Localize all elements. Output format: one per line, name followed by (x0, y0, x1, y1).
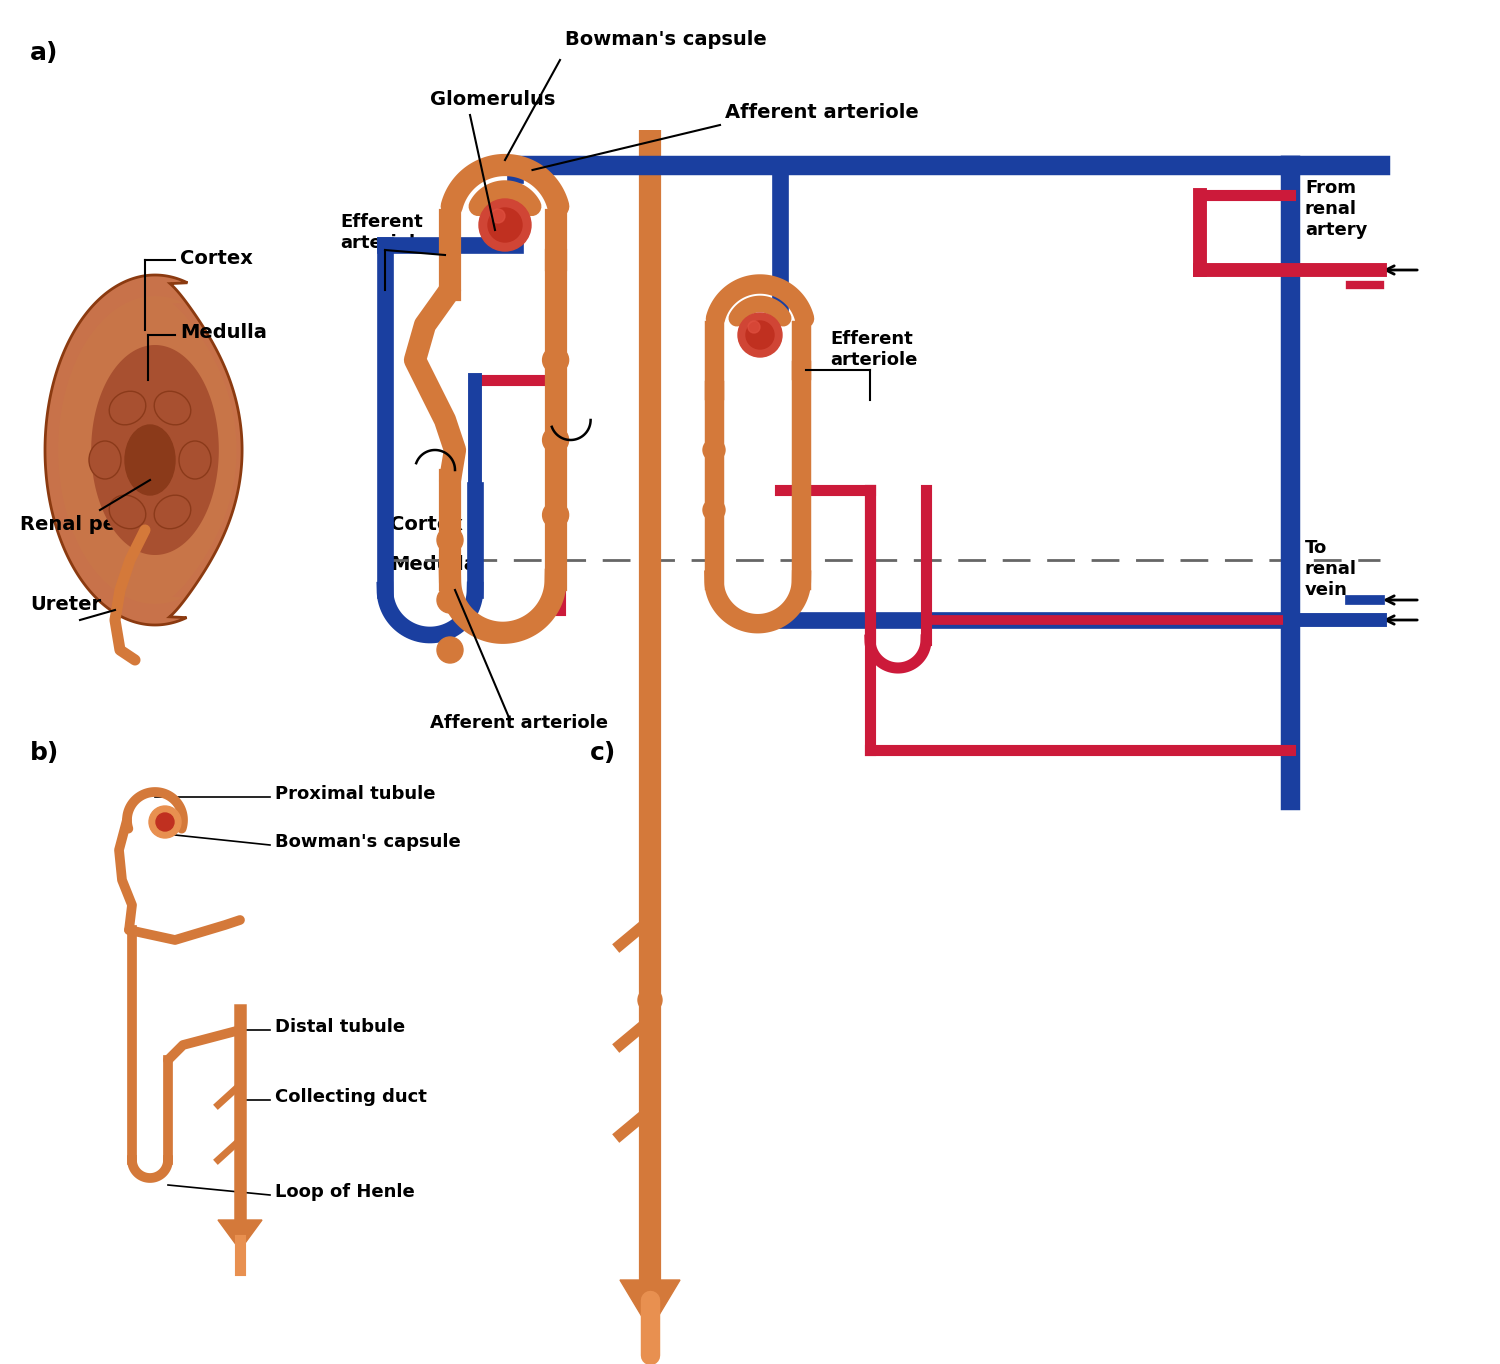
Circle shape (436, 527, 463, 552)
Ellipse shape (154, 391, 190, 424)
Text: Loop of Henle: Loop of Henle (274, 1183, 414, 1200)
Circle shape (478, 199, 531, 251)
Ellipse shape (178, 441, 212, 479)
Text: Medulla: Medulla (390, 555, 477, 574)
Text: Bowman's capsule: Bowman's capsule (566, 30, 766, 49)
Circle shape (704, 439, 724, 461)
Circle shape (156, 813, 174, 831)
Text: Medulla: Medulla (180, 322, 267, 341)
Text: Bowman's capsule: Bowman's capsule (274, 833, 460, 851)
Text: Collecting duct: Collecting duct (274, 1088, 428, 1106)
Text: Renal pelvis: Renal pelvis (20, 516, 153, 535)
Text: To
renal
vein: To renal vein (1305, 539, 1358, 599)
Circle shape (738, 312, 782, 357)
Circle shape (490, 209, 506, 222)
Polygon shape (45, 276, 242, 625)
Circle shape (148, 806, 182, 837)
Text: Glomerulus: Glomerulus (430, 90, 555, 109)
Circle shape (436, 587, 463, 612)
Text: From
renal
artery: From renal artery (1305, 180, 1368, 239)
Polygon shape (217, 1219, 262, 1249)
Circle shape (436, 637, 463, 663)
Ellipse shape (135, 438, 165, 483)
Ellipse shape (110, 495, 146, 529)
Text: Proximal tubule: Proximal tubule (274, 786, 435, 803)
Ellipse shape (110, 391, 146, 424)
Circle shape (543, 346, 568, 372)
Circle shape (746, 321, 774, 349)
Text: Distal tubule: Distal tubule (274, 1018, 405, 1037)
Circle shape (488, 207, 522, 241)
Circle shape (543, 427, 568, 453)
Ellipse shape (124, 426, 176, 495)
Text: Cortex: Cortex (390, 516, 464, 533)
Text: Afferent arteriole: Afferent arteriole (430, 713, 608, 732)
Circle shape (704, 499, 724, 521)
Text: Efferent
arteriole: Efferent arteriole (340, 213, 427, 252)
Polygon shape (620, 1279, 680, 1330)
Ellipse shape (88, 441, 122, 479)
Text: c): c) (590, 741, 616, 765)
Circle shape (638, 988, 662, 1012)
Text: Afferent arteriole: Afferent arteriole (724, 104, 918, 121)
Text: a): a) (30, 41, 58, 65)
Circle shape (543, 502, 568, 528)
Text: Efferent
arteriole: Efferent arteriole (830, 330, 918, 370)
Text: Cortex: Cortex (180, 248, 254, 267)
Circle shape (748, 321, 760, 333)
Polygon shape (58, 296, 237, 604)
Ellipse shape (154, 495, 190, 529)
Text: Ureter: Ureter (30, 596, 100, 615)
Polygon shape (92, 345, 219, 555)
Text: b): b) (30, 741, 60, 765)
